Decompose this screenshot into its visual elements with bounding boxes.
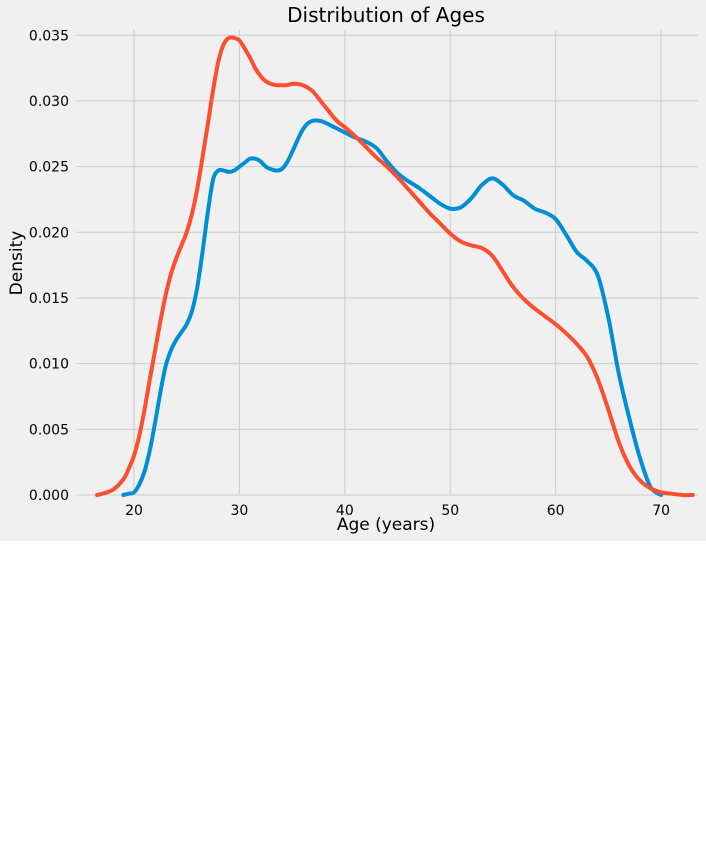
density-line-series-2 — [95, 35, 695, 498]
x-tick-label: 30 — [230, 503, 248, 519]
y-tick-label: 0.020 — [29, 225, 69, 241]
y-tick-label: 0.015 — [29, 291, 69, 307]
x-tick-label: 60 — [547, 503, 565, 519]
x-tick-label: 50 — [441, 503, 459, 519]
chart-figure: 20 30 40 50 60 70 0.000 0.005 0.010 0.015 0.020 0.0… — [0, 0, 706, 541]
chart-background — [0, 0, 706, 541]
x-tick-label: 40 — [336, 503, 354, 519]
y-tick-label: 0.025 — [29, 160, 69, 176]
y-tick-label: 0.010 — [29, 357, 69, 373]
y-axis-label: Density — [7, 231, 27, 296]
x-tick-label: 20 — [125, 503, 143, 519]
y-tick-label: 0.030 — [29, 94, 69, 110]
grid-layer — [76, 30, 698, 496]
density-line-series-1 — [121, 118, 664, 497]
chart-svg: 20 30 40 50 60 70 0.000 0.005 0.010 0.015 0.020 0.0… — [0, 0, 706, 541]
series-layer — [95, 35, 695, 498]
y-tick-label: 0.035 — [29, 28, 69, 44]
x-axis-label: Age (years) — [337, 515, 435, 535]
y-tick-label: 0.005 — [29, 422, 69, 438]
y-tick-label: 0.000 — [29, 488, 69, 504]
x-tick-label: 70 — [652, 503, 670, 519]
chart-title: Distribution of Ages — [287, 3, 485, 27]
tick-layer: 20 30 40 50 60 70 0.000 0.005 0.010 0.015 0.020 0.0… — [29, 28, 670, 519]
